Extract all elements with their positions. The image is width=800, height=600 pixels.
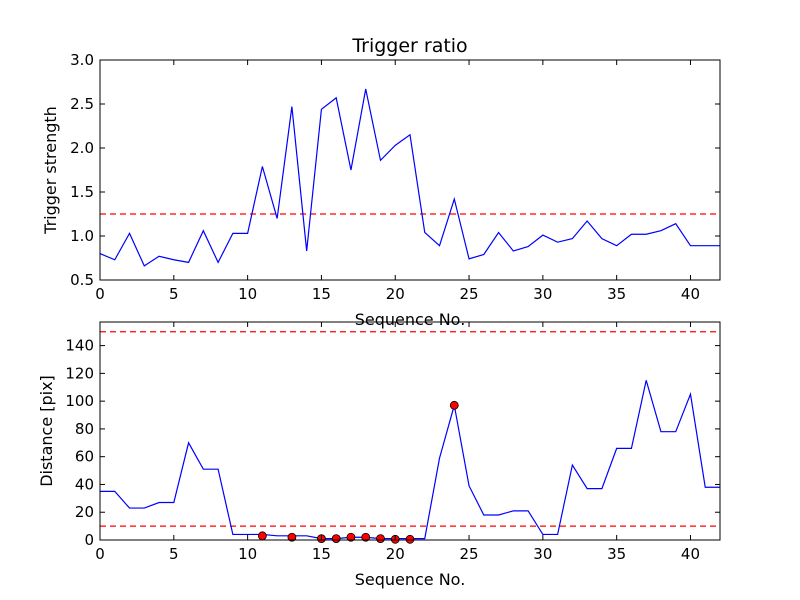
bottom-x-tick-label: 40 <box>681 545 700 563</box>
bottom-marker-point <box>376 534 385 544</box>
bottom-x-tick-label: 20 <box>386 545 405 563</box>
top-y-tick-label: 0.5 <box>70 271 94 289</box>
top-chart: 0 5 10 15 20 25 30 35 40 0.5 1.0 1.5 2.0 2.5 3.0 Sequen… <box>41 35 721 329</box>
bottom-y-tick-label: 120 <box>65 364 94 382</box>
top-x-axis-label: Sequence No. <box>355 310 466 329</box>
bottom-chart: 0 5 10 15 20 25 30 35 40 0 20 40 60 80 100 120 140 Sequen… <box>37 321 721 589</box>
bottom-plot-frame <box>99 321 721 541</box>
bottom-x-tick-label: 5 <box>169 545 179 563</box>
top-x-tick-label: 0 <box>95 285 105 303</box>
bottom-marker-point <box>287 532 297 542</box>
bottom-marker-point <box>449 400 459 410</box>
bottom-x-axis-label: Sequence No. <box>355 570 466 589</box>
top-x-tick-label: 20 <box>386 285 405 303</box>
bottom-x-tick-label: 35 <box>607 545 626 563</box>
bottom-y-tick-label: 60 <box>75 448 94 466</box>
top-x-tick-label: 40 <box>681 285 700 303</box>
bottom-y-tick-label: 20 <box>75 503 94 521</box>
bottom-marker-point <box>346 532 356 542</box>
bottom-y-tick-label: 140 <box>65 337 94 355</box>
top-chart-title: Trigger ratio <box>351 35 467 57</box>
top-plot-frame <box>99 59 721 281</box>
bottom-marker-point <box>331 534 341 544</box>
bottom-marker-point <box>257 531 267 541</box>
bottom-x-tick-label: 30 <box>533 545 552 563</box>
bottom-x-tick-label: 25 <box>460 545 479 563</box>
top-x-tick-label: 30 <box>533 285 552 303</box>
top-y-tick-label: 1.0 <box>70 227 94 245</box>
top-y-tick-label: 2.0 <box>70 139 94 157</box>
top-y-tick-label: 2.5 <box>70 95 94 113</box>
bottom-y-tick-label: 40 <box>75 475 94 493</box>
bottom-series-line <box>100 380 720 540</box>
top-x-tick-label: 10 <box>238 285 257 303</box>
top-x-tick-label: 5 <box>169 285 179 303</box>
top-y-tick-label: 3.0 <box>70 51 94 69</box>
bottom-y-tick-label: 0 <box>84 531 94 549</box>
bottom-y-tick-label: 80 <box>75 420 94 438</box>
top-x-tick-label: 15 <box>312 285 331 303</box>
bottom-marker-point <box>405 534 415 544</box>
top-y-axis-label: Trigger strength <box>41 106 60 235</box>
bottom-x-tick-label: 0 <box>95 545 105 563</box>
top-y-tick-label: 1.5 <box>70 183 94 201</box>
bottom-y-axis-label: Distance [pix] <box>37 375 56 487</box>
bottom-x-tick-label: 10 <box>238 545 257 563</box>
top-x-tick-label: 25 <box>460 285 479 303</box>
top-series-line <box>100 88 720 267</box>
bottom-y-tick-label: 100 <box>65 392 94 410</box>
bottom-marker-point <box>361 532 371 542</box>
top-x-tick-label: 35 <box>607 285 626 303</box>
bottom-x-tick-label: 15 <box>312 545 331 563</box>
